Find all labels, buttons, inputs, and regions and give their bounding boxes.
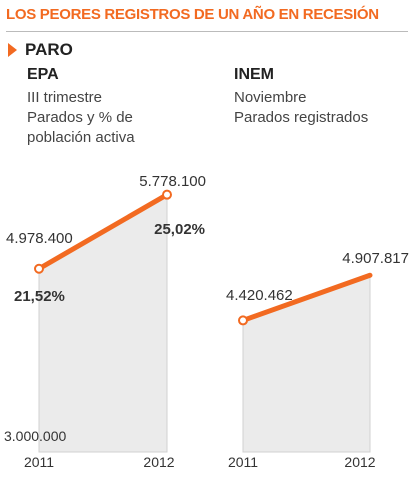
chart-2-value-label-2: 4.907.817 bbox=[342, 250, 409, 267]
chart-1-value-label-2: 5.778.100 bbox=[139, 173, 206, 190]
epa-subtitle-2: Parados y % de bbox=[27, 109, 133, 126]
epa-subtitle-1: III trimestre bbox=[27, 89, 103, 106]
chart-2-value-label-1: 4.420.462 bbox=[226, 287, 293, 304]
chart-1-percent-label-2: 25,02% bbox=[154, 221, 205, 238]
section-arrow-icon bbox=[8, 43, 17, 57]
divider bbox=[6, 31, 408, 32]
chart-1-value-label-1: 4.978.400 bbox=[6, 230, 73, 247]
inem-subtitle-2: Parados registrados bbox=[234, 109, 369, 126]
chart-2-x-tick-1: 2011 bbox=[228, 454, 258, 470]
headline: LOS PEORES REGISTROS DE UN AÑO EN RECESI… bbox=[6, 6, 379, 23]
section-label: PARO bbox=[25, 40, 73, 59]
chart-1-x-tick-1: 2011 bbox=[24, 454, 54, 470]
chart-2-line bbox=[240, 272, 373, 323]
section-header: PARO bbox=[8, 40, 73, 60]
chart-1-baseline-label: 3.000.000 bbox=[4, 428, 66, 444]
inem-title: INEM bbox=[234, 66, 274, 83]
chart-2-point-1 bbox=[238, 315, 248, 326]
chart-1-point-1 bbox=[34, 263, 44, 274]
chart-1-percent-label-1: 21,52% bbox=[14, 288, 65, 305]
epa-title: EPA bbox=[27, 66, 59, 83]
chart-2-x-tick-2: 2012 bbox=[344, 454, 375, 470]
chart-1-x-tick-2: 2012 bbox=[143, 454, 174, 470]
epa-subtitle-3: población activa bbox=[27, 129, 135, 146]
chart-1-point-2 bbox=[162, 189, 172, 200]
inem-subtitle-1: Noviembre bbox=[234, 89, 307, 106]
chart-1-line bbox=[36, 192, 170, 272]
